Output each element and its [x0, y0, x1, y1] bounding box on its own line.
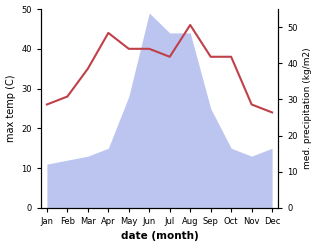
Y-axis label: max temp (C): max temp (C) [5, 75, 16, 142]
Y-axis label: med. precipitation (kg/m2): med. precipitation (kg/m2) [303, 48, 313, 169]
X-axis label: date (month): date (month) [121, 231, 198, 242]
